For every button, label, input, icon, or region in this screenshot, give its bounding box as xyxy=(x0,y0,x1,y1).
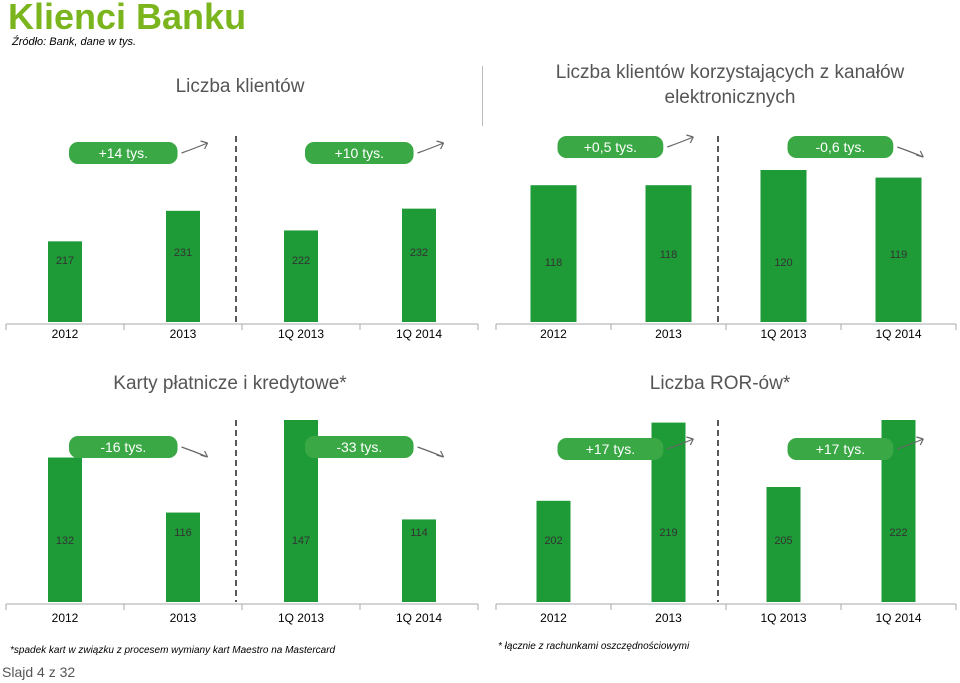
bar-2012 xyxy=(530,185,577,322)
trend-arrowhead xyxy=(200,140,209,150)
change-badge xyxy=(305,142,414,164)
data-label: 202 xyxy=(544,535,562,547)
data-label: 114 xyxy=(410,527,428,539)
change-badge xyxy=(305,436,414,458)
bar-1q-2014 xyxy=(402,519,436,602)
footnote-ror: * łącznie z rachunkami oszczędnościowymi xyxy=(498,641,690,652)
chart-elektroniczni: 118 2012 118 2013 120 1Q 2013 119 1Q 2014 +0,5 t… xyxy=(495,134,957,341)
bar-1q-2013 xyxy=(284,230,318,322)
change-label: -0,6 tys. xyxy=(816,139,866,155)
x-tick-label: 1Q 2014 xyxy=(396,611,442,625)
data-label: 231 xyxy=(174,247,192,259)
change-label: +0,5 tys. xyxy=(584,139,637,155)
trend-arrowhead xyxy=(916,436,924,446)
change-badge xyxy=(557,136,664,158)
trend-arrowhead xyxy=(916,150,924,158)
x-tick-label: 1Q 2014 xyxy=(875,327,921,341)
x-tick-label: 1Q 2013 xyxy=(278,327,324,341)
x-tick-label: 2013 xyxy=(655,327,682,341)
bar-1q-2013 xyxy=(766,487,801,602)
x-tick-label: 2013 xyxy=(655,611,682,625)
data-label: 217 xyxy=(56,255,74,267)
trend-arrow xyxy=(667,438,694,450)
x-tick-label: 2013 xyxy=(170,611,197,625)
bar-1q-2014 xyxy=(402,208,436,322)
bar-2012 xyxy=(48,457,82,602)
trend-arrowhead xyxy=(200,450,209,458)
data-label: 222 xyxy=(889,527,907,539)
data-label: 232 xyxy=(410,247,428,259)
panel-divider xyxy=(482,66,483,126)
x-tick-label: 1Q 2014 xyxy=(396,327,442,341)
data-label: 132 xyxy=(56,535,74,547)
change-badge xyxy=(557,438,664,460)
trend-arrow xyxy=(181,142,208,154)
change-badge xyxy=(69,436,178,458)
change-badge xyxy=(787,438,894,460)
data-label: 147 xyxy=(292,535,310,547)
chart-ror: 202 2012 219 2013 205 1Q 2013 222 1Q 2014 +17 ty… xyxy=(495,420,957,625)
data-label: 118 xyxy=(545,257,563,269)
chart-klienci: 217 2012 231 2013 222 1Q 2013 232 1Q 2014 +14 ty… xyxy=(5,136,479,341)
trend-arrow xyxy=(667,136,694,148)
chart-karty: 132 2012 116 2013 147 1Q 2013 114 1Q 2014 -16 ty… xyxy=(5,420,479,625)
slide-number: Slajd 4 z 32 xyxy=(2,664,76,680)
bar-2012 xyxy=(536,500,571,602)
data-label: 205 xyxy=(774,535,792,547)
change-label: +17 tys. xyxy=(816,441,865,457)
change-badge xyxy=(69,142,178,164)
data-label: 219 xyxy=(659,527,677,539)
change-label: +17 tys. xyxy=(586,441,635,457)
change-label: -16 tys. xyxy=(100,439,146,455)
data-label: 120 xyxy=(774,257,792,269)
x-tick-label: 2013 xyxy=(170,327,197,341)
trend-arrowhead xyxy=(686,134,694,144)
bar-2013 xyxy=(645,185,692,322)
bar-2013 xyxy=(166,512,200,602)
change-label: -33 tys. xyxy=(336,439,382,455)
x-tick-label: 2012 xyxy=(52,327,79,341)
data-label: 222 xyxy=(292,255,310,267)
trend-arrow xyxy=(417,142,444,154)
data-label: 116 xyxy=(174,527,192,539)
data-label: 118 xyxy=(660,249,678,261)
chart-title-elektroniczni: Liczba klientów korzystających z kanałów… xyxy=(555,62,905,108)
bar-1q-2013 xyxy=(760,170,807,322)
trend-arrowhead xyxy=(436,450,445,458)
x-tick-label: 1Q 2013 xyxy=(278,611,324,625)
footnote-cards: *spadek kart w związku z procesem wymian… xyxy=(10,645,336,656)
x-tick-label: 2012 xyxy=(540,327,567,341)
trend-arrowhead xyxy=(686,436,694,446)
change-label: +10 tys. xyxy=(335,145,384,161)
bar-1q-2014 xyxy=(875,177,922,322)
x-tick-label: 1Q 2013 xyxy=(760,327,806,341)
chart-title-karty: Karty płatnicze i kredytowe* xyxy=(113,373,347,394)
change-label: +14 tys. xyxy=(99,145,148,161)
chart-title-klienci: Liczba klientów xyxy=(175,76,305,97)
trend-arrow xyxy=(897,438,924,450)
bar-2013 xyxy=(166,210,200,322)
change-badge xyxy=(787,136,894,158)
x-tick-label: 1Q 2013 xyxy=(760,611,806,625)
page-title: Klienci Banku xyxy=(8,0,247,37)
data-label: 119 xyxy=(890,249,908,261)
x-tick-label: 2012 xyxy=(540,611,567,625)
trend-arrowhead xyxy=(436,140,445,150)
chart-title-ror: Liczba ROR-ów* xyxy=(649,373,791,394)
x-tick-label: 2012 xyxy=(52,611,79,625)
x-tick-label: 1Q 2014 xyxy=(875,611,921,625)
source-note: Źródło: Bank, dane w tys. xyxy=(12,36,137,48)
bar-2012 xyxy=(48,241,82,322)
